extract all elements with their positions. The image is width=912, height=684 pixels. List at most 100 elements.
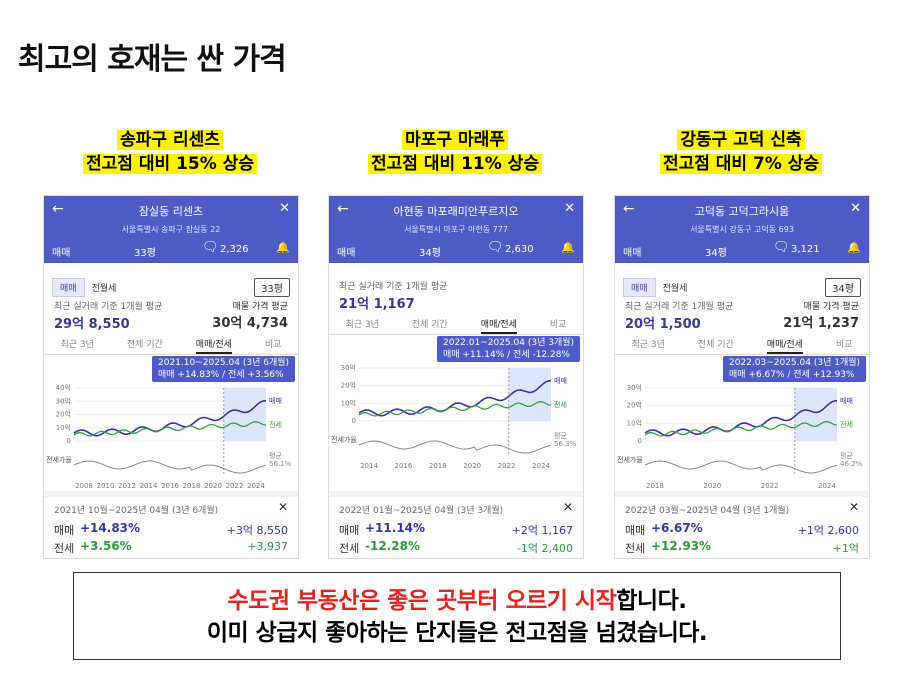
comment-icon: 🗨 <box>202 240 219 255</box>
period-tabs: 최근 3년 전체 기간 매매/전세 비교 <box>44 337 298 355</box>
app-header: ← ✕ 고덕동 고덕그라시움 서울특별시 강동구 고덕동 693 매매 34평 🗨 3,121… <box>615 196 869 263</box>
series-label: 매매 <box>554 377 567 385</box>
row-label: 전세 <box>54 542 75 555</box>
size-dropdown: 34평 <box>419 248 441 259</box>
deal-select: 매매 <box>337 248 356 259</box>
rent-line <box>73 421 267 437</box>
summary-period: 2022년 03월~2025년 04월 (3년 1개월) <box>625 506 790 516</box>
row-pct: +3.56% <box>80 539 132 553</box>
x-tick-label: 2014 <box>140 482 158 490</box>
row-amount: -1억 2,400 <box>516 542 573 555</box>
y-tick-label: 0 <box>352 417 356 425</box>
x-tick-label: 2024 <box>532 462 550 470</box>
tooltip: 2022.01~2025.04 (3년 3개월) 매매 +11.14% / 전세 … <box>437 336 581 362</box>
divider <box>44 491 298 497</box>
x-tick-label: 2018 <box>429 462 447 470</box>
rent-line <box>358 401 552 417</box>
x-tick-label: 2016 <box>394 462 412 470</box>
complex-name: 아현동 마포래미안푸르지오 <box>393 205 519 218</box>
ask-price: 21억 1,237 <box>783 316 859 331</box>
panel-heading: 강동구 고덕 신축 전고점 대비 7% 상승 <box>611 128 871 176</box>
tooltip: 2022.03~2025.04 (3년 1개월) 매매 +6.67% / 전세 +… <box>723 356 867 382</box>
ask-price: 30억 4,734 <box>212 316 288 331</box>
row-amount: +3,937 <box>247 540 288 553</box>
heading-line: 전고점 대비 15% 상승 <box>40 152 300 176</box>
x-tick-label: 2010 <box>97 482 115 490</box>
period-tab: 비교 <box>549 320 567 330</box>
row-pct: +12.93% <box>651 539 712 553</box>
row-label: 매매 <box>339 524 360 537</box>
deal-select: 매매 <box>52 248 71 259</box>
price-chart: 30억 20억 10억 0 2014 2016 2018 2020 2022 2024 매매전세전세… <box>331 364 577 470</box>
x-tick-label: 2022 <box>761 482 779 490</box>
comment-icon: 🗨 <box>773 240 790 255</box>
series-label: 전세 <box>554 400 567 409</box>
sale-line <box>73 400 266 437</box>
close-icon: ✕ <box>850 201 861 216</box>
highlight-range <box>794 388 837 441</box>
period-tab: 비교 <box>835 340 853 350</box>
period-tab: 매매/전세 <box>766 337 803 354</box>
ask-label: 매물 가격 평균 <box>803 302 859 312</box>
recent-price: 20억 1,500 <box>625 317 701 332</box>
period-tab: 매매/전세 <box>195 337 232 354</box>
close-icon: ✕ <box>279 201 290 216</box>
footer-line: 수도권 부동산은 좋은 곳부터 오르기 시작합니다. <box>74 585 840 617</box>
row-label: 전세 <box>625 542 646 555</box>
tooltip-line: 매매 +11.14% / 전세 -12.28% <box>443 350 571 360</box>
row-pct: -12.28% <box>365 539 420 553</box>
row-amount: +3억 8,550 <box>226 524 288 537</box>
row-amount: +2억 1,167 <box>511 524 573 537</box>
summary-period: 2021년 10월~2025년 04월 (3년 6개월) <box>54 506 219 516</box>
row-label: 전세 <box>339 542 360 555</box>
deal-tabs: 매매 전월세 <box>623 278 694 297</box>
period-tab: 최근 3년 <box>60 340 94 350</box>
footer-box: 수도권 부동산은 좋은 곳부터 오르기 시작합니다. 이미 상급지 좋아하는 단… <box>73 572 841 660</box>
heading-text: 전고점 대비 15% 상승 <box>83 154 257 174</box>
deal-tabs: 매매 전월세 <box>52 278 123 297</box>
address: 서울특별시 강동구 고덕동 693 <box>690 225 794 234</box>
ratio-line <box>73 460 267 474</box>
y-tick-label: 20억 <box>56 411 71 419</box>
app-screenshot: ← ✕ 고덕동 고덕그라시움 서울특별시 강동구 고덕동 693 매매 34평 🗨 3,121… <box>614 195 870 559</box>
x-tick-label: 2022 <box>226 482 244 490</box>
ratio-avg: 46.2% <box>840 460 863 468</box>
period-tab: 비교 <box>264 340 282 350</box>
ratio-line <box>644 460 838 474</box>
recent-price: 29억 8,550 <box>54 317 130 332</box>
series-label: 전세 <box>840 420 853 429</box>
ratio-avg: 평균 <box>269 451 282 460</box>
heading-line: 마포구 마래푸 <box>325 128 585 152</box>
bell-icon: 🔔 <box>561 241 575 254</box>
y-tick-label: 30억 <box>56 397 71 405</box>
heading-text: 전고점 대비 11% 상승 <box>368 154 542 174</box>
row-amount: +1억 <box>832 542 859 555</box>
x-tick-label: 2016 <box>161 482 179 490</box>
deal-select: 매매 <box>623 248 642 259</box>
deal-tab: 전월세 <box>91 284 117 294</box>
period-tab: 매매/전세 <box>480 317 517 334</box>
highlight-range <box>223 388 266 441</box>
comment-count: 2,630 <box>505 244 534 255</box>
tooltip-line: 2021.10~2025.04 (3년 6개월) <box>158 358 290 368</box>
sale-line <box>644 400 837 437</box>
size-dropdown: 34평 <box>705 248 727 259</box>
ratio-line <box>358 440 552 454</box>
x-tick-label: 2020 <box>463 462 481 470</box>
tooltip-line: 매매 +14.83% / 전세 +3.56% <box>158 370 284 380</box>
divider <box>329 491 583 497</box>
tooltip: 2021.10~2025.04 (3년 6개월) 매매 +14.83% / 전세 … <box>152 356 296 382</box>
comment-icon: 🗨 <box>487 240 504 255</box>
period-tab: 전체 기간 <box>126 340 163 350</box>
x-tick-label: 2014 <box>360 462 378 470</box>
ratio-label: 전세가율 <box>46 455 72 464</box>
y-tick-label: 0 <box>67 437 71 445</box>
bell-icon: 🔔 <box>847 241 861 254</box>
deal-tab: 매매 <box>623 278 656 297</box>
ratio-label: 전세가율 <box>331 435 357 444</box>
y-tick-label: 20억 <box>627 402 642 410</box>
bell-icon: 🔔 <box>276 241 290 254</box>
row-label: 매매 <box>625 524 646 537</box>
